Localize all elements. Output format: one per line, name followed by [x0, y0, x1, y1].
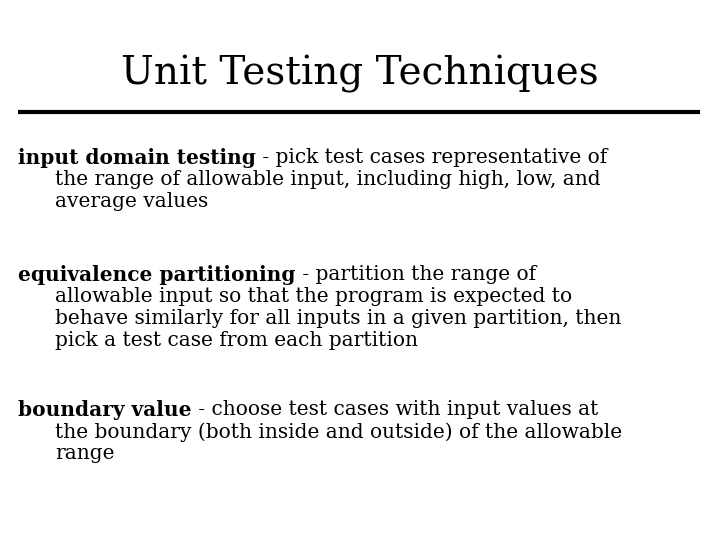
- Text: range: range: [55, 444, 114, 463]
- Text: input domain testing: input domain testing: [18, 148, 256, 168]
- Text: the boundary (both inside and outside) of the allowable: the boundary (both inside and outside) o…: [55, 422, 622, 442]
- Text: - pick test cases representative of: - pick test cases representative of: [256, 148, 607, 167]
- Text: - choose test cases with input values at: - choose test cases with input values at: [192, 400, 598, 419]
- Text: pick a test case from each partition: pick a test case from each partition: [55, 331, 418, 350]
- Text: the range of allowable input, including high, low, and: the range of allowable input, including …: [55, 170, 600, 189]
- Text: - partition the range of: - partition the range of: [295, 265, 536, 284]
- Text: behave similarly for all inputs in a given partition, then: behave similarly for all inputs in a giv…: [55, 309, 621, 328]
- Text: average values: average values: [55, 192, 208, 211]
- Text: boundary value: boundary value: [18, 400, 192, 420]
- Text: allowable input so that the program is expected to: allowable input so that the program is e…: [55, 287, 572, 306]
- Text: Unit Testing Techniques: Unit Testing Techniques: [121, 55, 599, 93]
- Text: equivalence partitioning: equivalence partitioning: [18, 265, 295, 285]
